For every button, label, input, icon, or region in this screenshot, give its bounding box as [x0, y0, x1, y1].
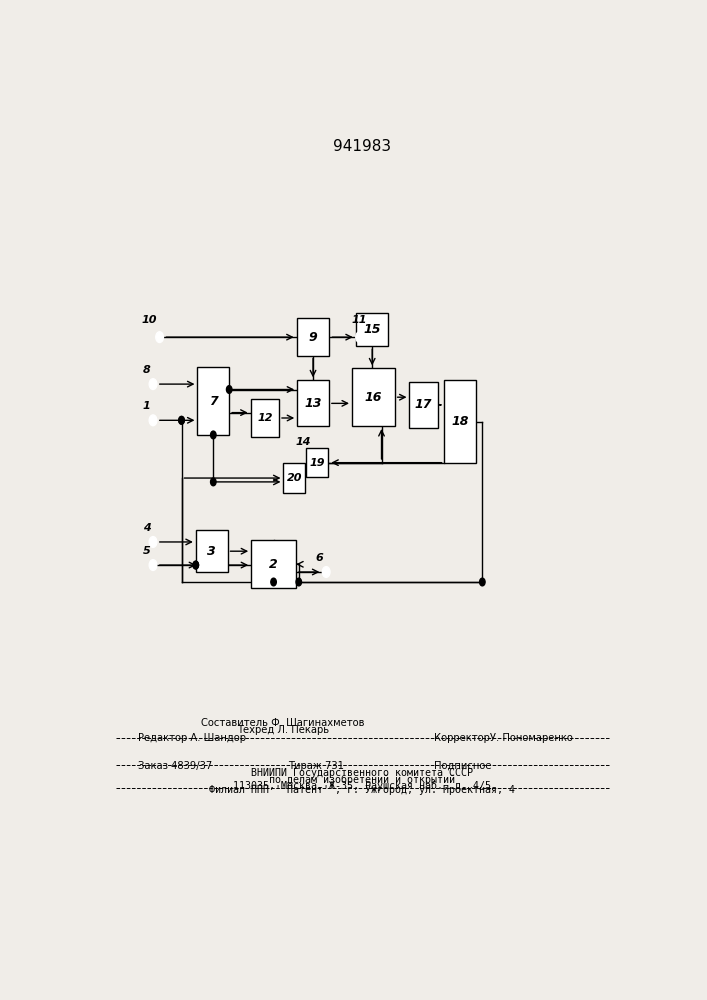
- Text: Техред Л. Пекарь: Техред Л. Пекарь: [237, 725, 329, 735]
- Text: Подписное: Подписное: [433, 761, 491, 771]
- Text: по делам изобретений и открытий: по делам изобретений и открытий: [269, 774, 455, 785]
- Text: КорректорУ. Пономаренко: КорректорУ. Пономаренко: [433, 733, 573, 743]
- Circle shape: [211, 431, 216, 439]
- Text: 18: 18: [451, 415, 469, 428]
- Text: 113035, Москва, Ж-35, Раушская наб., д. 4/5: 113035, Москва, Ж-35, Раушская наб., д. …: [233, 781, 491, 791]
- Text: Составитель Ф. Шагинахметов: Составитель Ф. Шагинахметов: [201, 718, 365, 728]
- Circle shape: [149, 415, 157, 426]
- Text: 13: 13: [304, 397, 322, 410]
- Circle shape: [271, 578, 276, 586]
- Circle shape: [193, 561, 199, 569]
- Circle shape: [149, 537, 157, 547]
- Text: 12: 12: [257, 413, 273, 423]
- Circle shape: [322, 567, 330, 577]
- Text: 8: 8: [143, 365, 151, 375]
- Circle shape: [179, 416, 185, 424]
- Text: 941983: 941983: [333, 139, 392, 154]
- Text: 5: 5: [143, 546, 151, 556]
- Circle shape: [156, 332, 163, 343]
- Text: 2: 2: [269, 558, 278, 571]
- Circle shape: [479, 578, 485, 586]
- Text: 6: 6: [315, 553, 323, 563]
- Text: Тираж 731: Тираж 731: [288, 761, 344, 771]
- Text: 17: 17: [415, 398, 433, 411]
- Text: ВНИИПИ Государственного комитета СССР: ВНИИПИ Государственного комитета СССР: [251, 768, 474, 778]
- Circle shape: [149, 560, 157, 570]
- Bar: [297, 380, 329, 426]
- Circle shape: [226, 386, 232, 393]
- Circle shape: [149, 379, 157, 389]
- Bar: [306, 448, 328, 477]
- Text: 10: 10: [141, 315, 157, 325]
- Bar: [251, 540, 296, 588]
- Bar: [197, 367, 229, 435]
- Circle shape: [211, 478, 216, 486]
- Bar: [356, 313, 388, 346]
- Circle shape: [356, 332, 363, 343]
- Text: 15: 15: [363, 323, 381, 336]
- Text: 20: 20: [286, 473, 302, 483]
- Bar: [409, 382, 438, 428]
- Bar: [352, 368, 395, 426]
- Text: 19: 19: [310, 458, 325, 468]
- Text: Филиал ППП ''Патент'', г. Ужгород, ул. Проектная, 4: Филиал ППП ''Патент'', г. Ужгород, ул. П…: [209, 785, 515, 795]
- Text: 11: 11: [351, 315, 367, 325]
- Bar: [297, 318, 329, 356]
- Circle shape: [179, 416, 185, 424]
- Text: 9: 9: [309, 331, 317, 344]
- Text: 3: 3: [207, 545, 216, 558]
- Text: Редактор А. Шандор: Редактор А. Шандор: [138, 733, 246, 743]
- Circle shape: [193, 561, 199, 569]
- Text: 7: 7: [209, 395, 218, 408]
- Text: Заказ 4839/37: Заказ 4839/37: [138, 761, 212, 771]
- Circle shape: [296, 578, 301, 586]
- Bar: [196, 530, 228, 572]
- Bar: [284, 463, 305, 493]
- Text: 16: 16: [365, 391, 382, 404]
- Bar: [444, 380, 476, 463]
- Text: 1: 1: [143, 401, 151, 411]
- Text: 4: 4: [143, 523, 151, 533]
- Bar: [250, 399, 279, 437]
- Text: 14: 14: [296, 437, 311, 447]
